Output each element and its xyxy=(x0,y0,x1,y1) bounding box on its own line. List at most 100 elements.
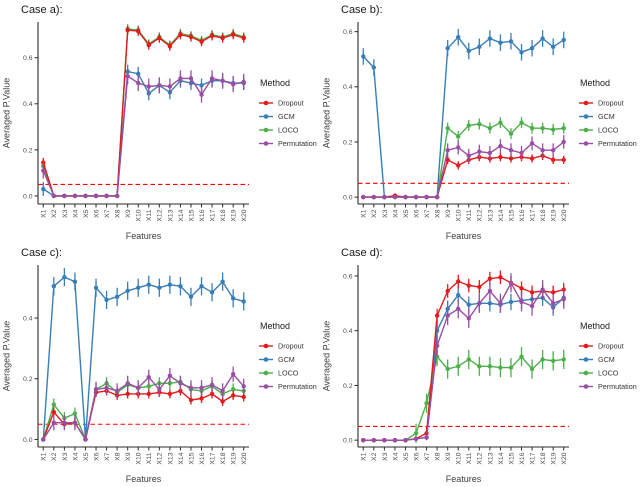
legend-item-label: GCM xyxy=(278,112,295,121)
data-point xyxy=(550,127,556,132)
series-permutation xyxy=(361,135,566,200)
x-tick-label: X16 xyxy=(199,452,206,464)
data-point xyxy=(466,357,471,362)
data-point xyxy=(230,393,236,398)
series-line xyxy=(42,29,244,197)
legend-key-point-icon xyxy=(263,100,269,106)
data-point xyxy=(178,284,183,289)
data-point xyxy=(157,387,162,392)
data-point xyxy=(434,313,440,318)
y-tick-label: 0.4 xyxy=(343,328,353,335)
series-line xyxy=(42,28,244,197)
data-point xyxy=(209,290,215,295)
data-point xyxy=(508,280,514,285)
data-point xyxy=(519,120,524,125)
data-point xyxy=(445,288,450,294)
data-point xyxy=(220,388,225,394)
legend-item-label: Dropout xyxy=(598,99,624,108)
data-point xyxy=(178,32,183,37)
panel-case-b: Case b): 0.0 0.2 0.4 0.6 X1 X2 X3 X4 X5 X6 X7 X8 X9 X1… xyxy=(322,4,637,241)
x-tick-label: X1 xyxy=(361,209,368,218)
x-tick-label: X14 xyxy=(498,452,505,464)
data-point xyxy=(220,78,225,83)
legend-item-loco: LOCO xyxy=(579,126,619,135)
data-point xyxy=(550,44,556,50)
legend-title: Method xyxy=(580,321,610,331)
y-tick-label: 0.4 xyxy=(23,315,33,322)
data-point xyxy=(125,381,130,386)
series-line xyxy=(42,75,244,197)
x-tick-label: X3 xyxy=(62,452,69,461)
data-point xyxy=(167,84,173,89)
data-point xyxy=(540,125,545,131)
x-tick-label: X7 xyxy=(424,209,431,218)
data-point xyxy=(456,163,461,168)
legend-key-point-icon xyxy=(583,100,589,106)
data-point xyxy=(209,382,215,388)
data-point xyxy=(487,150,493,156)
legend-item-loco: LOCO xyxy=(259,126,299,135)
legend-item-permutation: Permutation xyxy=(579,382,637,391)
y-tick-label: 0.4 xyxy=(23,101,33,108)
x-tick-label: X11 xyxy=(466,209,473,221)
data-point xyxy=(146,42,151,48)
data-point xyxy=(466,302,471,307)
data-point xyxy=(199,385,204,391)
x-tick-label: X2 xyxy=(371,452,378,461)
legend-item-dropout: Dropout xyxy=(579,99,624,108)
x-tick-label: X3 xyxy=(62,209,69,218)
x-tick-label: X13 xyxy=(487,452,494,464)
data-point xyxy=(125,73,130,79)
data-point xyxy=(178,381,183,386)
data-point xyxy=(83,437,88,442)
data-point xyxy=(540,36,545,41)
legend-item-label: GCM xyxy=(598,112,615,121)
data-point xyxy=(230,32,236,37)
series-line xyxy=(362,36,565,198)
panel-title: Case c): xyxy=(21,247,62,259)
series-permutation xyxy=(361,273,566,443)
x-tick-label: X18 xyxy=(540,452,547,464)
x-tick-label: X19 xyxy=(231,209,238,221)
data-point xyxy=(561,37,566,43)
data-point xyxy=(529,303,535,309)
legend: Method Dropout GCM LOCO Permutation xyxy=(259,321,317,391)
legend-item-label: Dropout xyxy=(278,99,304,108)
data-point xyxy=(361,437,366,443)
data-point xyxy=(487,364,493,369)
data-point xyxy=(508,131,514,136)
data-point xyxy=(498,275,503,280)
data-point xyxy=(424,194,429,200)
data-point xyxy=(445,157,450,163)
legend-title: Method xyxy=(260,321,290,331)
data-point xyxy=(114,294,120,300)
legend-title: Method xyxy=(260,78,290,88)
data-point xyxy=(230,372,236,377)
x-tick-label: X8 xyxy=(115,452,122,461)
x-tick-label: X9 xyxy=(125,209,132,218)
data-point xyxy=(230,296,236,301)
y-tick-label: 0.6 xyxy=(343,273,353,280)
x-tick-label: X16 xyxy=(519,452,526,464)
x-axis-label: Features xyxy=(446,474,482,484)
x-tick-label: X4 xyxy=(392,452,399,461)
data-point xyxy=(62,420,67,425)
y-tick-label: 0.2 xyxy=(343,139,353,146)
x-tick-label: X3 xyxy=(382,209,389,218)
legend-item-label: Permutation xyxy=(278,382,317,391)
data-point xyxy=(188,397,194,403)
legend-item-permutation: Permutation xyxy=(259,139,317,148)
data-point xyxy=(209,76,215,81)
x-tick-label: X14 xyxy=(498,209,505,221)
data-point xyxy=(519,299,524,305)
y-tick-label: 0.0 xyxy=(343,438,353,445)
data-point xyxy=(136,385,141,391)
series-loco xyxy=(41,375,246,442)
data-point xyxy=(199,284,204,289)
data-point xyxy=(51,420,57,425)
series-dropout xyxy=(361,270,566,443)
data-point xyxy=(146,84,151,89)
data-point xyxy=(167,391,173,397)
data-point xyxy=(487,276,493,281)
legend-key-point-icon xyxy=(583,127,589,133)
